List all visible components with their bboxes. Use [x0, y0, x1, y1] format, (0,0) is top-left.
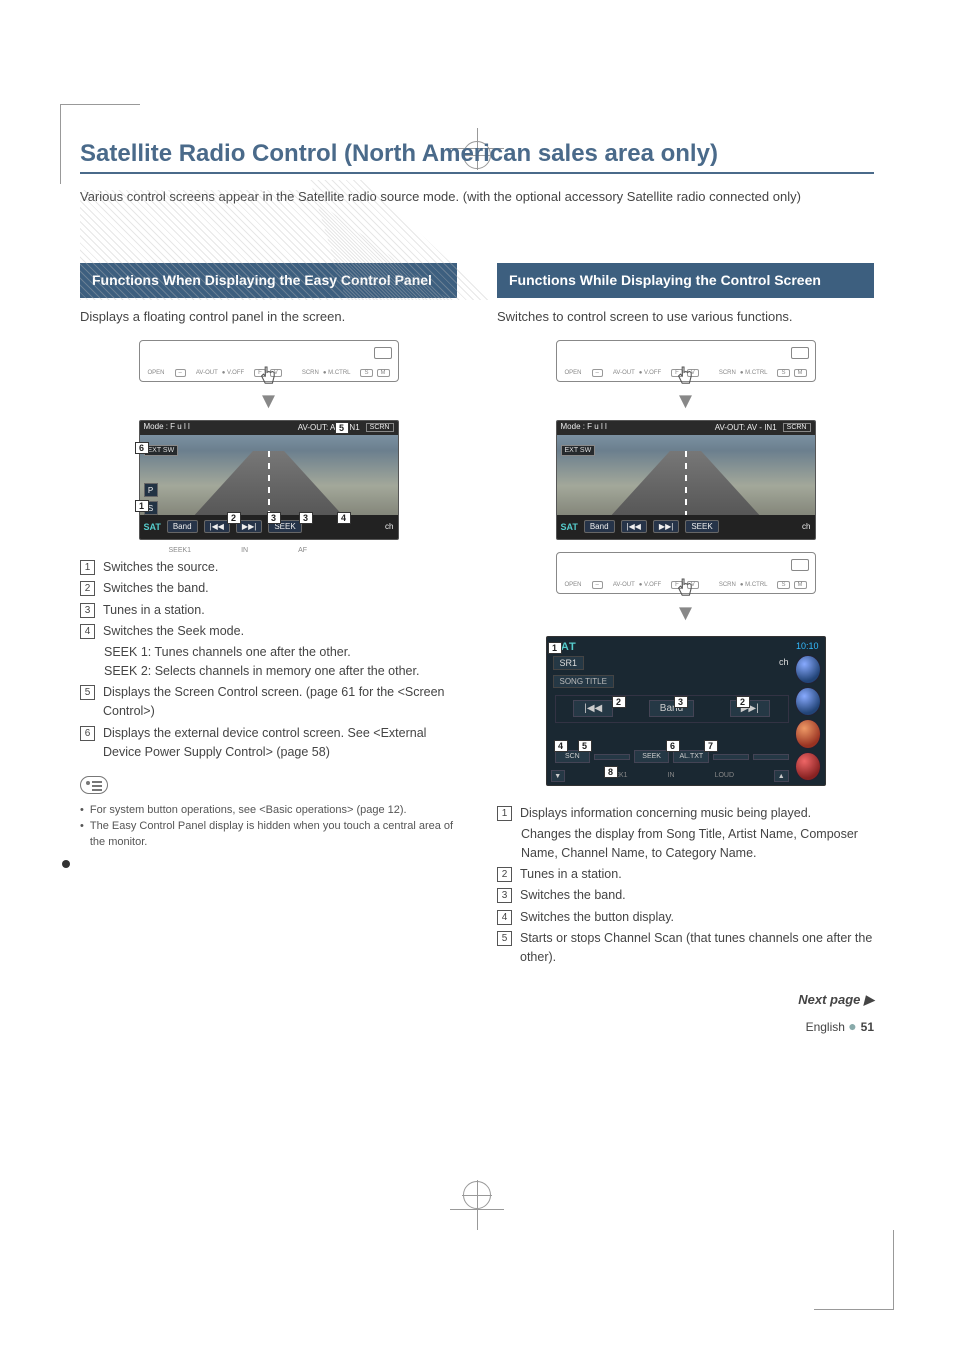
next-page-link: Next page ▶ [497, 992, 874, 1008]
orb-icon [795, 719, 821, 748]
side-orbs [795, 655, 821, 781]
sat-label: SAT [561, 522, 578, 532]
seek-button: SEEK [685, 520, 718, 533]
disc-slot-icon [791, 347, 809, 359]
sub-af: AF [298, 547, 307, 554]
callout-2: 2 [227, 512, 241, 524]
callout-2: 2 [612, 696, 626, 708]
manual-page: Satellite Radio Control (North American … [80, 140, 874, 1290]
blank-button [594, 754, 630, 760]
note-1: For system button operations, see <Basic… [90, 803, 407, 819]
blank-button [713, 754, 749, 760]
road-illustration [191, 451, 346, 519]
sr-label: SR1 [553, 656, 585, 670]
control-screen-screenshot-1: Mode : F u l l AV-OUT: AV - IN1 SCRN EXT… [556, 420, 816, 540]
callout-4: 4 [337, 512, 351, 524]
corner-up-icon: ▲ [774, 770, 788, 782]
binding-dot [62, 860, 70, 868]
page-title: Satellite Radio Control (North American … [80, 140, 874, 174]
sub-in: IN [241, 547, 248, 554]
extsw-button: EXT SW [561, 445, 596, 456]
seek2-desc: SEEK 2: Selects channels in memory one a… [104, 662, 457, 681]
crop-mark [814, 1230, 894, 1310]
footer-lang: English [806, 1020, 845, 1034]
ch-label: ch [385, 522, 393, 531]
callout-5: 5 [578, 740, 592, 752]
display-cycle-desc: Changes the display from Song Title, Art… [521, 825, 874, 863]
callout-6: 6 [666, 740, 680, 752]
callout-1: 1 [548, 642, 562, 654]
control-screen-screenshot-2: SAT SR1 SONG TITLE 10:10 ch |◀◀ Band [546, 636, 826, 786]
callout-2b: 2 [736, 696, 750, 708]
avout-label: AV-OUT: AV - IN1 [715, 423, 777, 432]
corner-down-icon: ▼ [551, 770, 565, 782]
sub-seek: SEEK1 [169, 547, 192, 554]
mode-label: Mode : F u l l [144, 422, 190, 434]
ch-label: ch [802, 522, 810, 531]
footer-dot-icon: ● [848, 1018, 860, 1034]
next-button: ▶▶| [653, 520, 679, 533]
sat-label: SAT [144, 522, 161, 532]
disc-slot-icon [791, 559, 809, 571]
blank-button [753, 754, 789, 760]
callout-8: 8 [604, 766, 618, 778]
control-screen-functions-list: 1Displays information concerning music b… [497, 804, 874, 823]
footer-page-number: 51 [861, 1020, 874, 1034]
prev-button: |◀◀ [621, 520, 647, 533]
hand-pointer-icon [258, 365, 276, 387]
hand-pointer-icon [675, 577, 693, 599]
right-column: Functions While Displaying the Control S… [497, 263, 874, 1034]
p-icon: P [144, 483, 158, 497]
avout-label: AV-OUT: AV - IN1 [298, 423, 360, 432]
notes-block: For system button operations, see <Basic… [80, 803, 457, 851]
altxt-button: AL.TXT [673, 750, 709, 763]
callout-6: 6 [135, 442, 149, 454]
disc-slot-icon [374, 347, 392, 359]
device-front-panel: OPEN – AV-OUT● V.OFF FV SCRN● M.CTRL SM [556, 340, 816, 382]
callout-5: 5 [335, 422, 349, 434]
device-front-panel: OPEN – AV-OUT● V.OFF FV SCRN● M.CTRL SM [556, 552, 816, 594]
easy-panel-functions-list: 1Switches the source. 2Switches the band… [80, 558, 457, 642]
callout-3: 3 [674, 696, 688, 708]
band-button: Band [167, 520, 198, 533]
song-title-label: SONG TITLE [553, 675, 614, 688]
section-heading-control-screen: Functions While Displaying the Control S… [497, 263, 874, 298]
callout-3: 3 [267, 512, 281, 524]
sat-label: SAT [553, 641, 785, 653]
callout-4: 4 [554, 740, 568, 752]
callout-1: 1 [135, 500, 149, 512]
mode-label: Mode : F u l l [561, 422, 607, 434]
footer-in: IN [668, 772, 675, 779]
section-subtext: Displays a floating control panel in the… [80, 308, 457, 326]
arrow-down-icon: ▼ [497, 600, 874, 626]
left-column: Functions When Displaying the Easy Contr… [80, 263, 457, 1034]
scrn-button: SCRN [783, 423, 811, 432]
seek-button: SEEK [634, 750, 670, 763]
road-illustration [608, 451, 763, 519]
ch-label: ch [779, 657, 789, 667]
orb-icon [795, 687, 821, 716]
page-footer: English ● 51 [497, 1018, 874, 1034]
seek1-desc: SEEK 1: Tunes channels one after the oth… [104, 643, 457, 662]
section-subtext: Switches to control screen to use variou… [497, 308, 874, 326]
scn-button: SCN [555, 750, 591, 763]
arrow-down-icon: ▼ [497, 388, 874, 414]
callout-7: 7 [704, 740, 718, 752]
hand-pointer-icon [675, 365, 693, 387]
device-front-panel: OPEN – AV-OUT● V.OFF FV SCRN● M.CTRL SM [139, 340, 399, 382]
note-icon [80, 776, 108, 794]
orb-icon [795, 752, 821, 781]
prev-button: |◀◀ [573, 700, 613, 717]
band-button: Band [584, 520, 615, 533]
note-2: The Easy Control Panel display is hidden… [90, 819, 457, 851]
footer-loud: LOUD [715, 772, 734, 779]
callout-3b: 3 [299, 512, 313, 524]
arrow-down-icon: ▼ [80, 388, 457, 414]
time-label: 10:10 [796, 641, 819, 651]
extsw-button: EXT SW [144, 445, 179, 456]
orb-icon [795, 655, 821, 684]
scrn-button: SCRN [366, 423, 394, 432]
